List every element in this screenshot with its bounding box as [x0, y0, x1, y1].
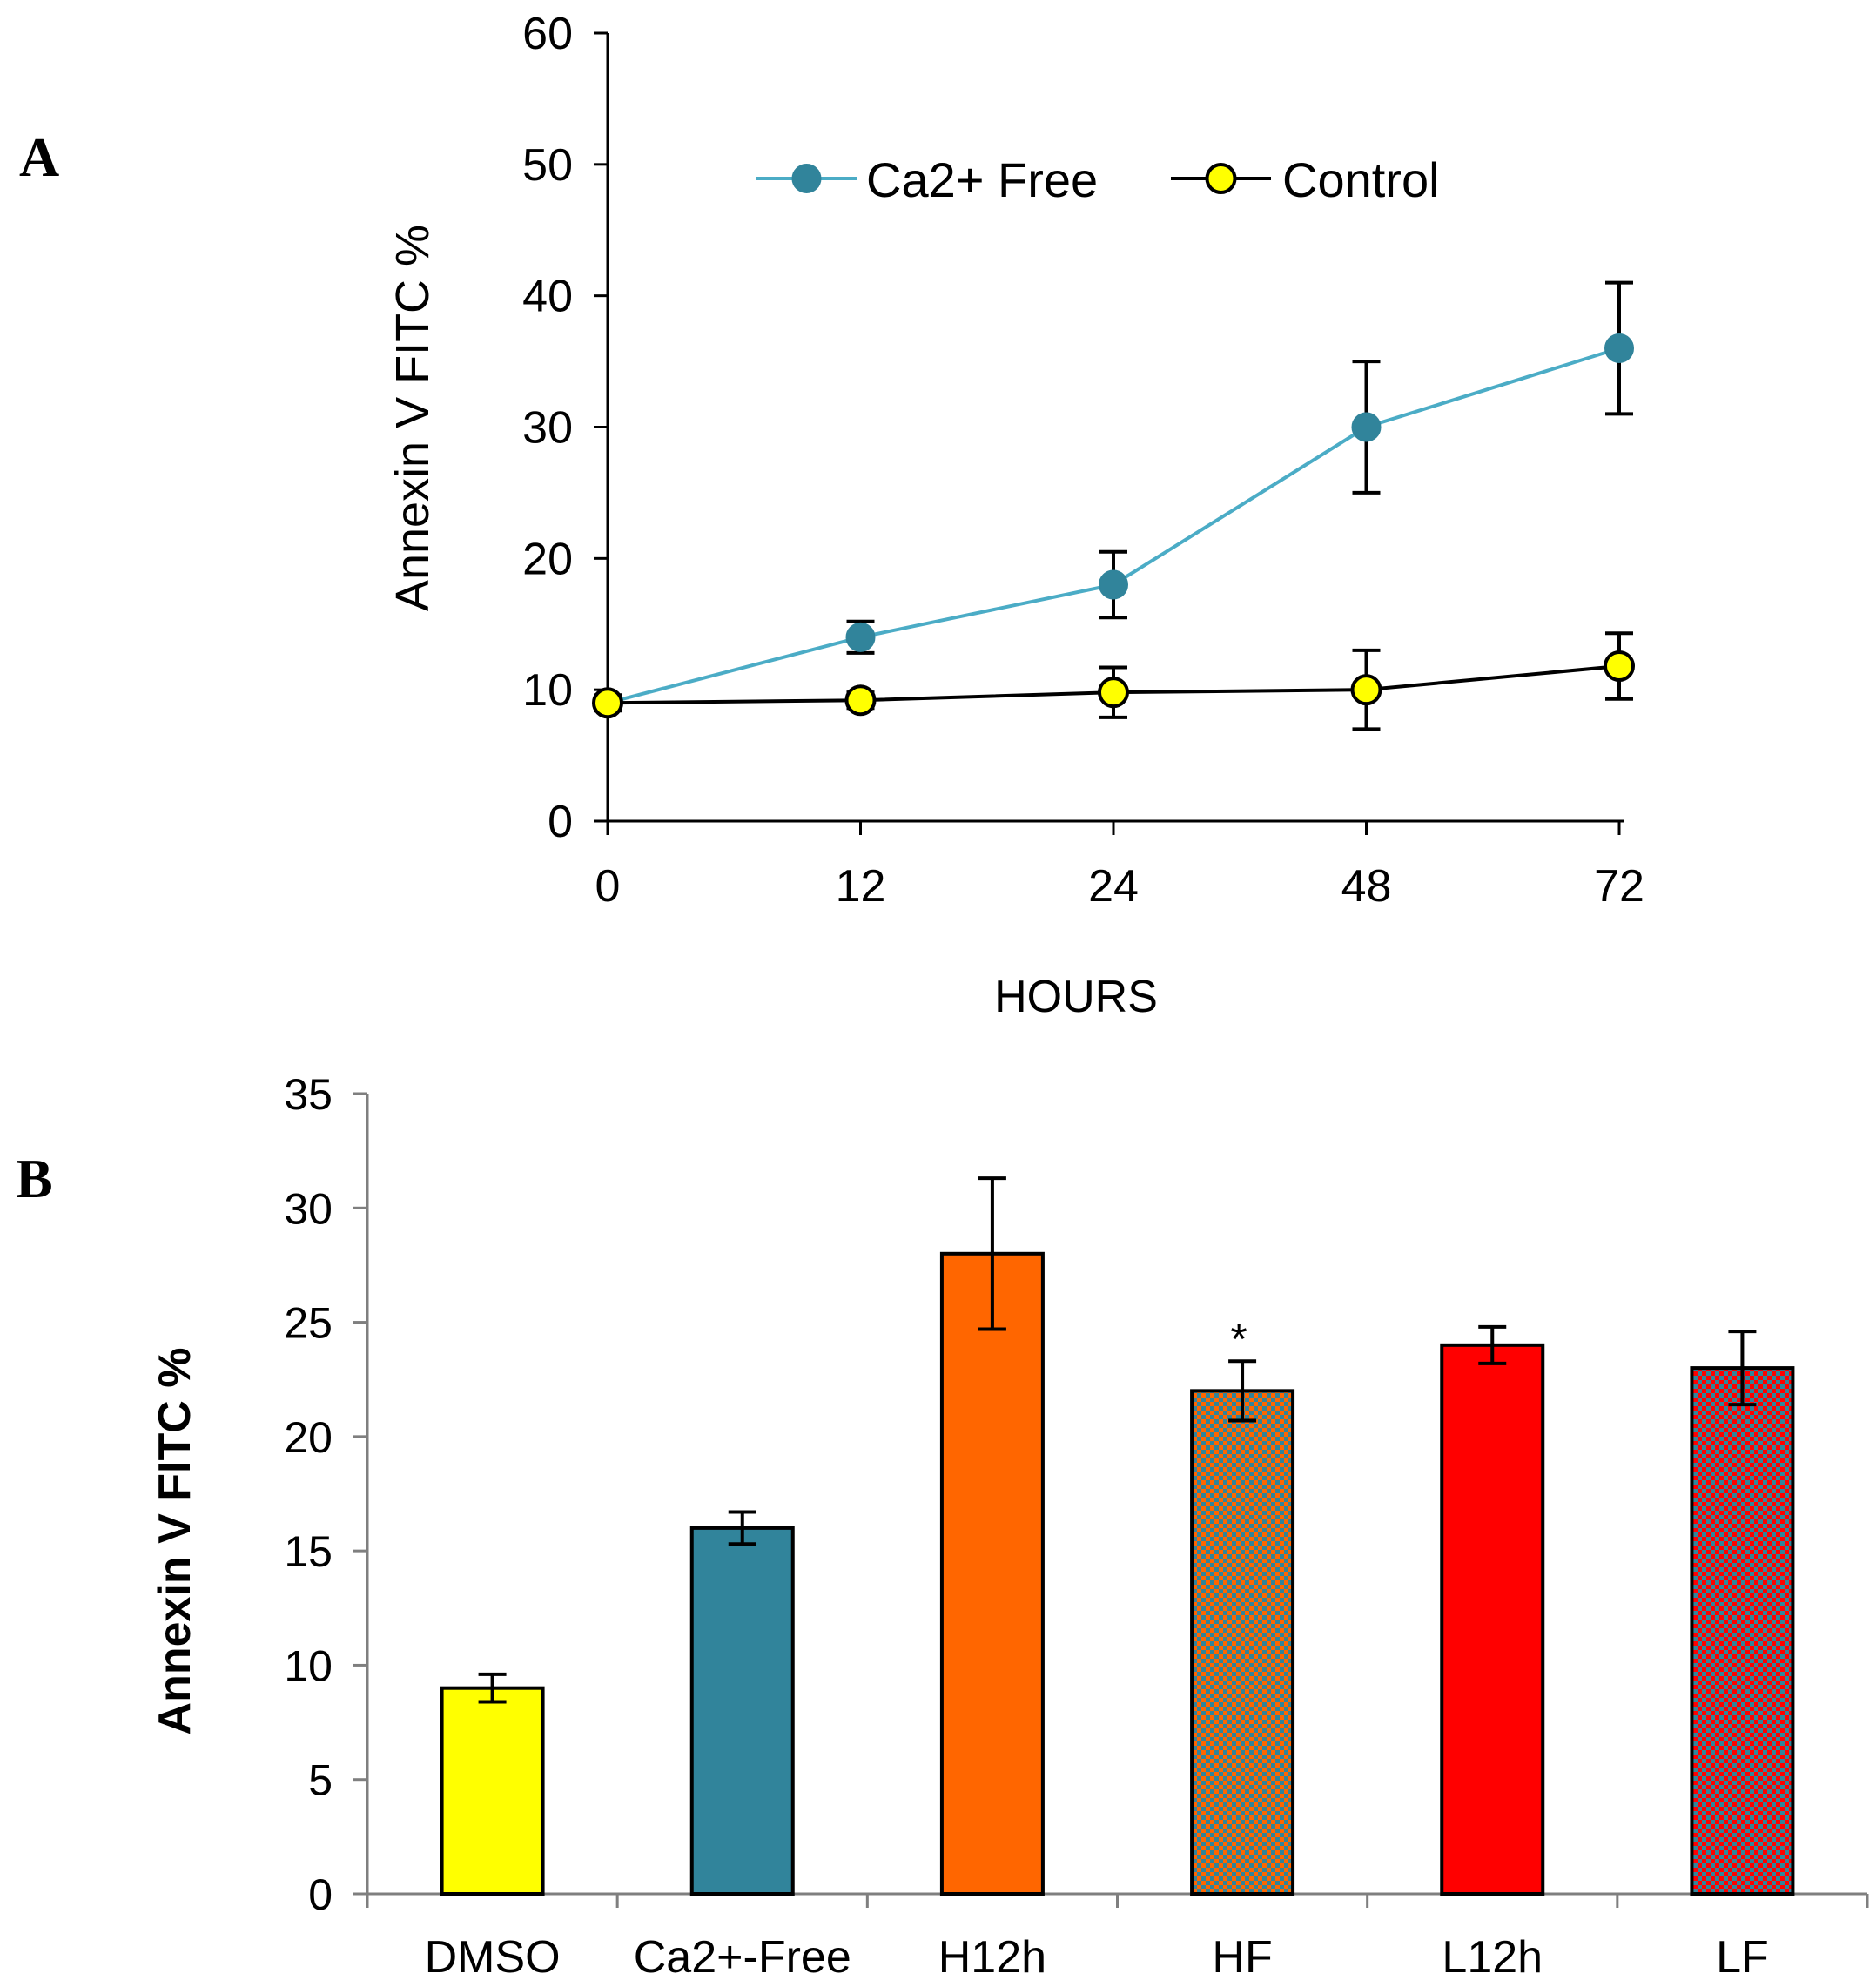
panel-b-x-tick-label: DMSO: [425, 1932, 561, 1983]
panel-b-y-tick-label: 15: [284, 1527, 333, 1576]
panel-b-significance-marker: *: [1230, 1315, 1247, 1364]
panel-a-y-axis-label: Annexin V FITC %: [387, 225, 439, 611]
panel-a-point-ca2-free: [1099, 569, 1128, 600]
panel-a-point-ca2-free: [1604, 333, 1634, 363]
panel-a-axes: 0 10 20 30 40 50 60 0 12 24 48 72: [522, 9, 1644, 912]
panel-a-legend-marker: [1205, 163, 1237, 194]
panel-a-point-control: [1604, 650, 1635, 683]
panel-b-y-tick-label: 10: [284, 1641, 333, 1690]
panel-a-point-control: [1350, 674, 1382, 706]
panel-b-bar-h12h: [939, 1251, 1045, 1896]
panel-a-point-ca2-free: [1351, 412, 1382, 442]
panel-a-point-ca2-free: [845, 622, 876, 652]
panel-b-x-tick-label: H12h: [938, 1932, 1046, 1983]
panel-b-y-tick-label: 20: [284, 1413, 333, 1462]
panel-a-x-tick-label: 72: [1594, 861, 1644, 912]
panel-a-point-control: [592, 687, 623, 719]
panel-b-y-tick-label: 0: [308, 1870, 333, 1919]
panel-b-bar-dmso: [440, 1686, 545, 1896]
panel-a-x-tick-label: 0: [595, 861, 621, 912]
panel-b-bars: DMSO Ca2+-Free H12h HF L12h LF *: [425, 1176, 1795, 1983]
panel-a-x-tick-label: 24: [1088, 861, 1139, 912]
panel-a-point-control: [844, 684, 877, 717]
panel-b-bar-lf: [1690, 1366, 1795, 1896]
panel-a-y-tick-label: 0: [548, 797, 573, 847]
panel-a-series: [592, 280, 1635, 731]
panel-b-y-axis-label: Annexin V FITC %: [150, 1348, 200, 1735]
panel-a-series-line: [607, 347, 1620, 705]
panel-a-point-control: [1098, 677, 1129, 709]
panel-a-x-axis-label: HOURS: [994, 972, 1158, 1022]
panel-a-x-tick-label: 12: [836, 861, 886, 912]
panel-a-y-tick-label: 30: [522, 403, 573, 454]
panel-a-y-tick-label: 50: [522, 140, 573, 191]
panel-a-y-tick-label: 20: [522, 534, 573, 584]
panel-a-y-tick-label: 10: [522, 665, 573, 716]
panel-b-x-tick-label: Ca2+-Free: [634, 1932, 851, 1983]
panel-a-label: A: [19, 126, 59, 188]
panel-a-legend-label: Ca2+ Free: [866, 152, 1098, 207]
panel-b-bar-l12h: [1440, 1343, 1545, 1896]
panel-a-legend: Ca2+ Free Control: [756, 152, 1440, 207]
panel-b-x-tick-label: L12h: [1442, 1932, 1543, 1983]
panel-a-y-tick-label: 60: [522, 9, 573, 59]
panel-a-legend-label: Control: [1282, 152, 1440, 207]
panel-a-y-tick-label: 40: [522, 272, 573, 322]
panel-a-line-chart: A Annexin V FITC % HOURS 0 10 20 30 40 50 60 0 1…: [19, 9, 1644, 1022]
panel-a-x-tick-label: 48: [1341, 861, 1392, 912]
panel-b-y-tick-label: 25: [284, 1299, 333, 1348]
panel-b-bar-hf: [1190, 1389, 1295, 1896]
panel-b-x-tick-label: HF: [1212, 1932, 1272, 1983]
panel-b-y-tick-label: 5: [308, 1756, 333, 1805]
panel-b-axes: 0 5 10 15 20 25 30 35: [284, 1070, 1869, 1919]
panel-a-legend-marker: [791, 164, 822, 193]
panel-b-bar-ca2-free: [689, 1526, 795, 1896]
panel-b-y-tick-label: 30: [284, 1184, 333, 1233]
panel-b-x-tick-label: LF: [1716, 1932, 1769, 1983]
panel-b-y-tick-label: 35: [284, 1070, 333, 1119]
panel-b-bar-chart: B Annexin V FITC % 0 5 10 15 20 25 30 35 DMSO Ca…: [16, 1070, 1869, 1983]
panel-b-label: B: [16, 1148, 53, 1209]
